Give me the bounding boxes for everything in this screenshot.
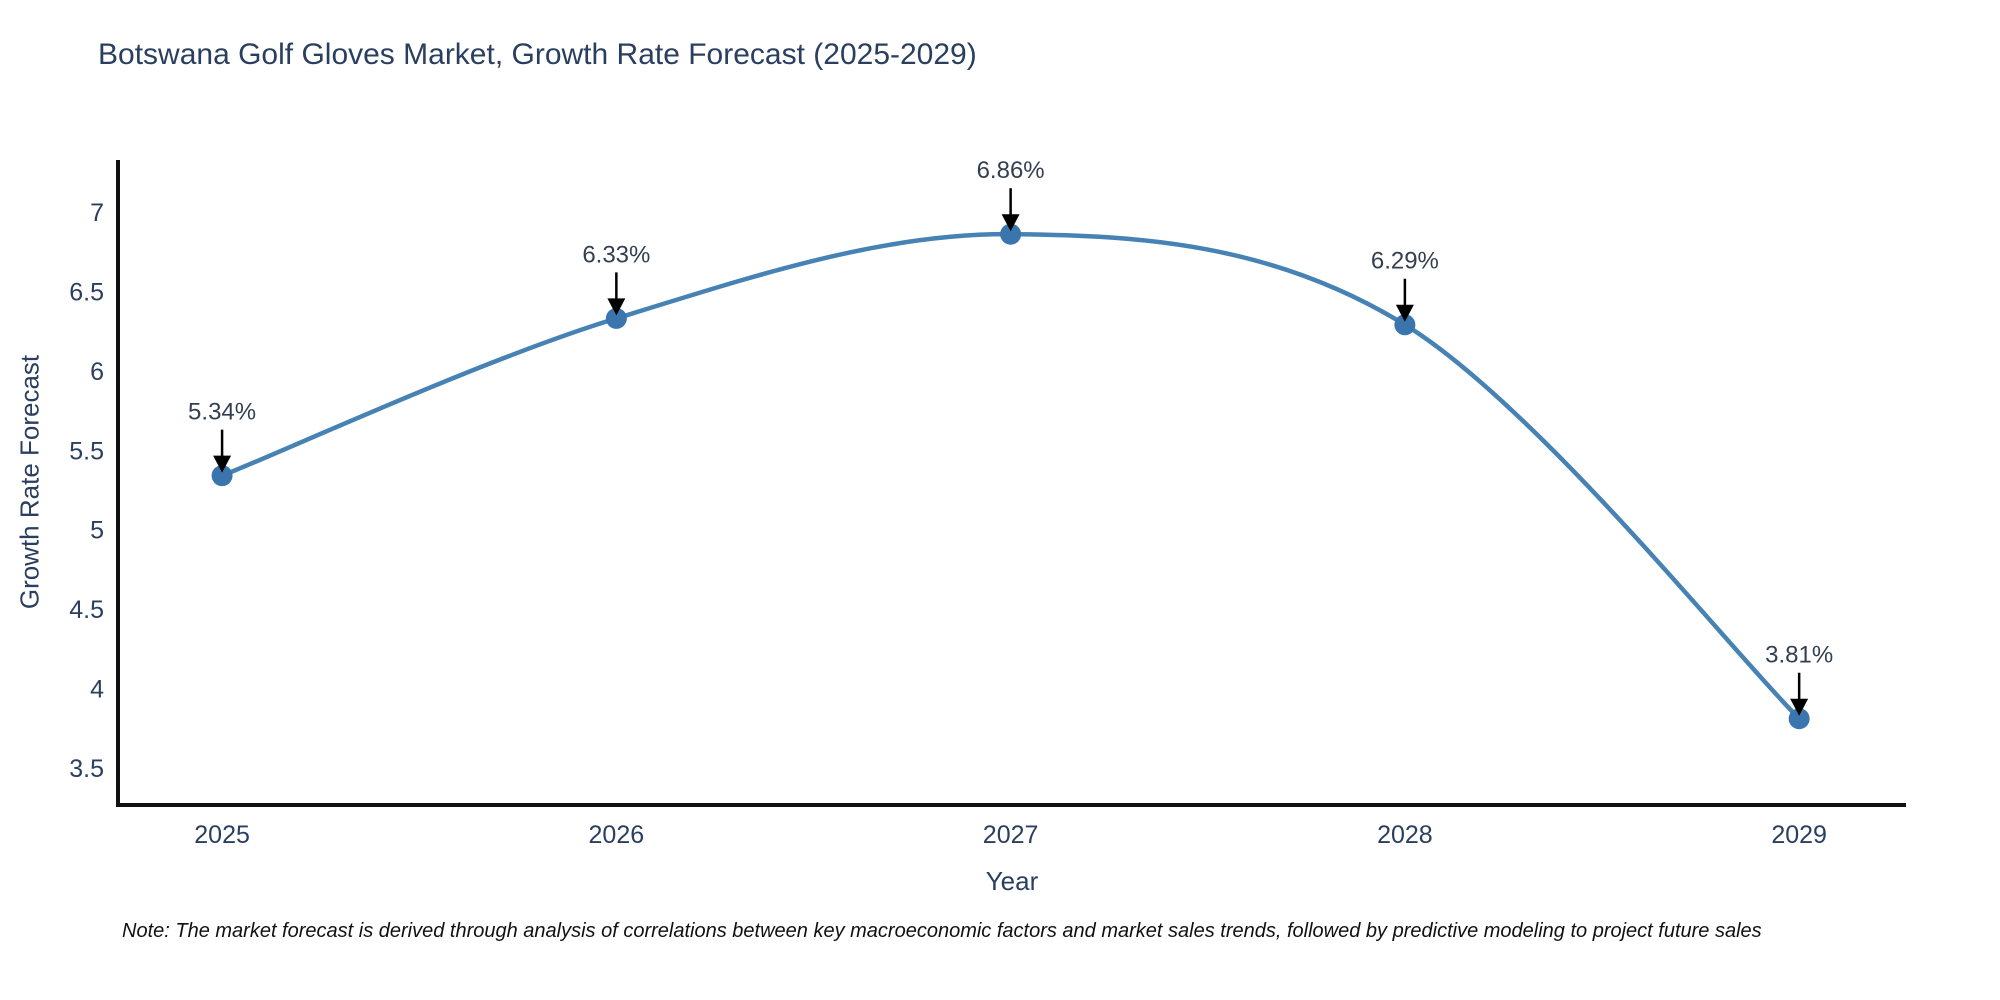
x-tick-label: 2028 xyxy=(1377,821,1433,849)
y-tick-label: 6 xyxy=(90,358,104,386)
annotation-arrowhead xyxy=(1790,698,1809,716)
x-axis-title: Year xyxy=(985,866,1039,896)
chart-title: Botswana Golf Gloves Market, Growth Rate… xyxy=(98,38,977,71)
data-point-label: 6.29% xyxy=(1371,248,1439,275)
y-tick-label: 4.5 xyxy=(69,596,104,624)
annotation-arrowhead xyxy=(607,298,626,316)
x-tick-label: 2027 xyxy=(983,821,1039,849)
y-tick-label: 6.5 xyxy=(69,278,104,306)
annotation-arrowhead xyxy=(1395,304,1414,322)
data-point-marker xyxy=(1394,314,1416,336)
data-point-marker xyxy=(1788,708,1810,730)
data-point-label: 6.86% xyxy=(977,157,1045,184)
data-point-marker xyxy=(605,307,627,329)
data-point-label: 5.34% xyxy=(188,399,256,426)
y-tick-label: 5.5 xyxy=(69,437,104,465)
forecast-line xyxy=(219,231,1802,721)
y-tick-label: 4 xyxy=(90,676,104,704)
x-tick-label: 2026 xyxy=(589,821,645,849)
data-point-label: 6.33% xyxy=(582,241,650,268)
data-point-marker xyxy=(1000,223,1022,245)
x-tick-label: 2029 xyxy=(1771,821,1827,849)
y-tick-label: 3.5 xyxy=(69,755,104,783)
x-tick-label: 2025 xyxy=(194,821,250,849)
data-point-marker xyxy=(211,465,233,487)
annotation-arrowhead xyxy=(213,455,232,473)
y-tick-label: 5 xyxy=(90,517,104,545)
footnote: Note: The market forecast is derived thr… xyxy=(122,920,1762,942)
y-tick-label: 7 xyxy=(90,199,104,227)
axis-lines xyxy=(116,160,1906,807)
data-point-label: 3.81% xyxy=(1765,642,1833,669)
annotation-arrowhead xyxy=(1001,214,1020,232)
y-axis-title: Growth Rate Forecast xyxy=(14,354,45,610)
